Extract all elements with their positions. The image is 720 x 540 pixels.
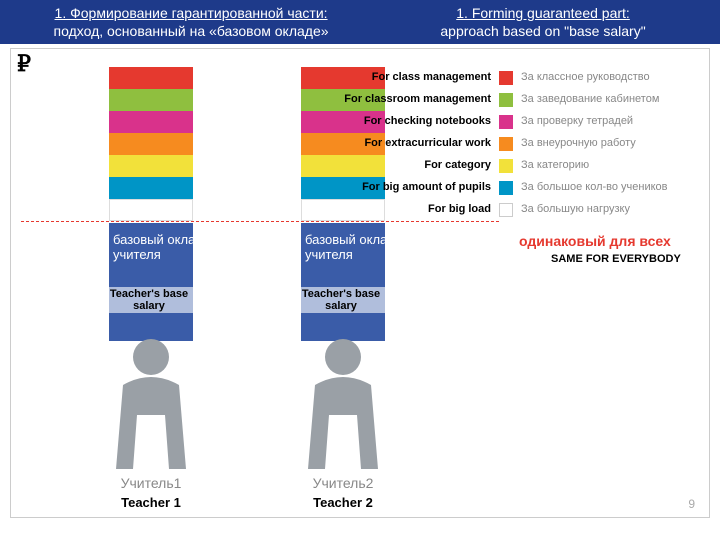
teacher-figure-2 [295,335,391,469]
same-label-ru: одинаковый для всех [519,233,671,249]
teacher-label-ru-2: Учитель2 [293,475,393,491]
teacher-label-ru-1: Учитель1 [101,475,201,491]
bar1-seg-1 [109,89,193,111]
legend-swatch-6 [499,203,513,217]
header-english: 1. Forming guaranteed part: approach bas… [374,4,712,40]
base-label-ru-2: базовый оклад учителя [305,233,395,262]
legend-ru-0: За классное руководство [521,71,650,83]
legend-swatch-2 [499,115,513,129]
ruble-icon: ₽ [17,51,31,77]
bar1-seg-2 [109,111,193,133]
legend-ru-2: За проверку тетрадей [521,115,633,127]
legend-ru-5: За большое кол-во учеников [521,181,668,193]
header-en-line1: 1. Forming guaranteed part: [456,5,630,21]
legend-en-0: For class management [372,71,491,83]
legend-en-4: For category [424,159,491,171]
legend-swatch-1 [499,93,513,107]
divider-line [21,221,499,222]
legend-ru-1: За заведование кабинетом [521,93,659,105]
legend-ru-6: За большую нагрузку [521,203,630,215]
bar1-seg-4 [109,155,193,177]
slide-header: 1. Формирование гарантированной части: п… [0,0,720,44]
legend-en-3: For extracurricular work [364,137,491,149]
teacher-label-en-1: Teacher 1 [101,495,201,510]
legend-en-5: For big amount of pupils [362,181,491,193]
bar1-seg-0 [109,67,193,89]
legend-en-6: For big load [428,203,491,215]
legend-en-1: For classroom management [344,93,491,105]
legend-ru-3: За внеурочную работу [521,137,636,149]
bar2-seg-4 [301,155,385,177]
legend-ru-4: За категорию [521,159,589,171]
chart-area: ₽ For class management За классное руково… [10,48,710,518]
header-ru-line2: подход, основанный на «базовом окладе» [54,23,329,39]
bar1-seg-5 [109,177,193,199]
same-label-en: SAME FOR EVERYBODY [551,253,681,265]
base-label-ru-1: базовый оклад учителя [113,233,203,262]
legend-swatch-4 [499,159,513,173]
bar1-seg-6 [109,199,193,221]
header-en-line2: approach based on "base salary" [440,23,645,39]
base-label-en-1: Teacher's base salary [99,287,199,313]
bar1-seg-3 [109,133,193,155]
legend-swatch-0 [499,71,513,85]
legend-swatch-5 [499,181,513,195]
header-russian: 1. Формирование гарантированной части: п… [8,4,374,40]
legend-swatch-3 [499,137,513,151]
bar2-seg-6 [301,199,385,221]
page-number: 9 [688,497,695,511]
header-ru-line1: 1. Формирование гарантированной части: [55,5,328,21]
base-label-en-2: Teacher's base salary [291,287,391,313]
legend-en-2: For checking notebooks [364,115,491,127]
teacher-figure-1 [103,335,199,469]
teacher-label-en-2: Teacher 2 [293,495,393,510]
